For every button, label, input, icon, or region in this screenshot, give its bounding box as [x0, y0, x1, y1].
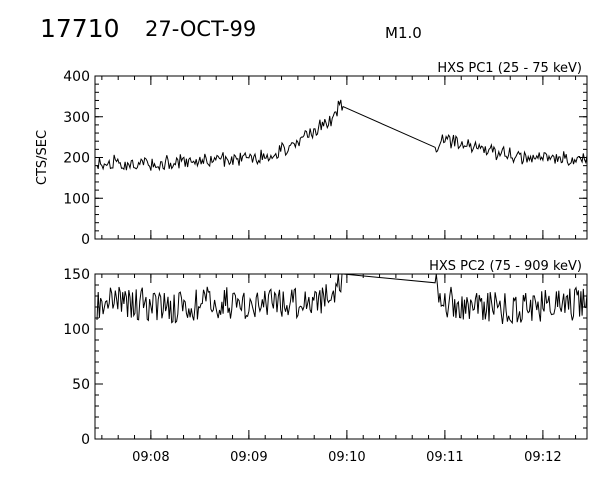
x-tick-label: 09:09 [230, 450, 267, 465]
panel-title: HXS PC2 (75 - 909 keV) [429, 259, 582, 274]
y-axis-label: CTS/SEC [35, 130, 50, 185]
y-tick-label: 400 [63, 69, 90, 85]
panel-1: 0 100 200 300 400 HXS PC1 (25 - 75 keV) CTS/SE… [35, 61, 588, 248]
panel-2: 0 50 100 150 09:08 09:09 09:10 09:11 09:12 HXS PC… [63, 259, 588, 465]
event-date: 27-OCT-99 [145, 17, 257, 41]
x-tick-label: 09:11 [426, 450, 463, 465]
flare-class: M1.0 [385, 24, 422, 42]
x-tick-label: 09:12 [524, 450, 561, 465]
panel-title: HXS PC1 (25 - 75 keV) [437, 61, 582, 76]
count-rate-line [96, 273, 588, 325]
y-tick-label: 0 [81, 232, 90, 248]
x-tick-label: 09:08 [132, 450, 169, 465]
y-tick-label: 0 [81, 432, 90, 448]
plot-frame [94, 273, 588, 440]
x-tick-label: 09:10 [328, 450, 365, 465]
y-tick-label: 200 [63, 151, 90, 167]
count-rate-line [96, 99, 588, 172]
y-tick-label: 150 [63, 267, 90, 283]
y-tick-label: 100 [63, 322, 90, 338]
event-id: 17710 [40, 14, 120, 43]
y-tick-label: 100 [63, 191, 90, 207]
y-tick-label: 50 [72, 377, 90, 393]
y-tick-label: 300 [63, 110, 90, 126]
